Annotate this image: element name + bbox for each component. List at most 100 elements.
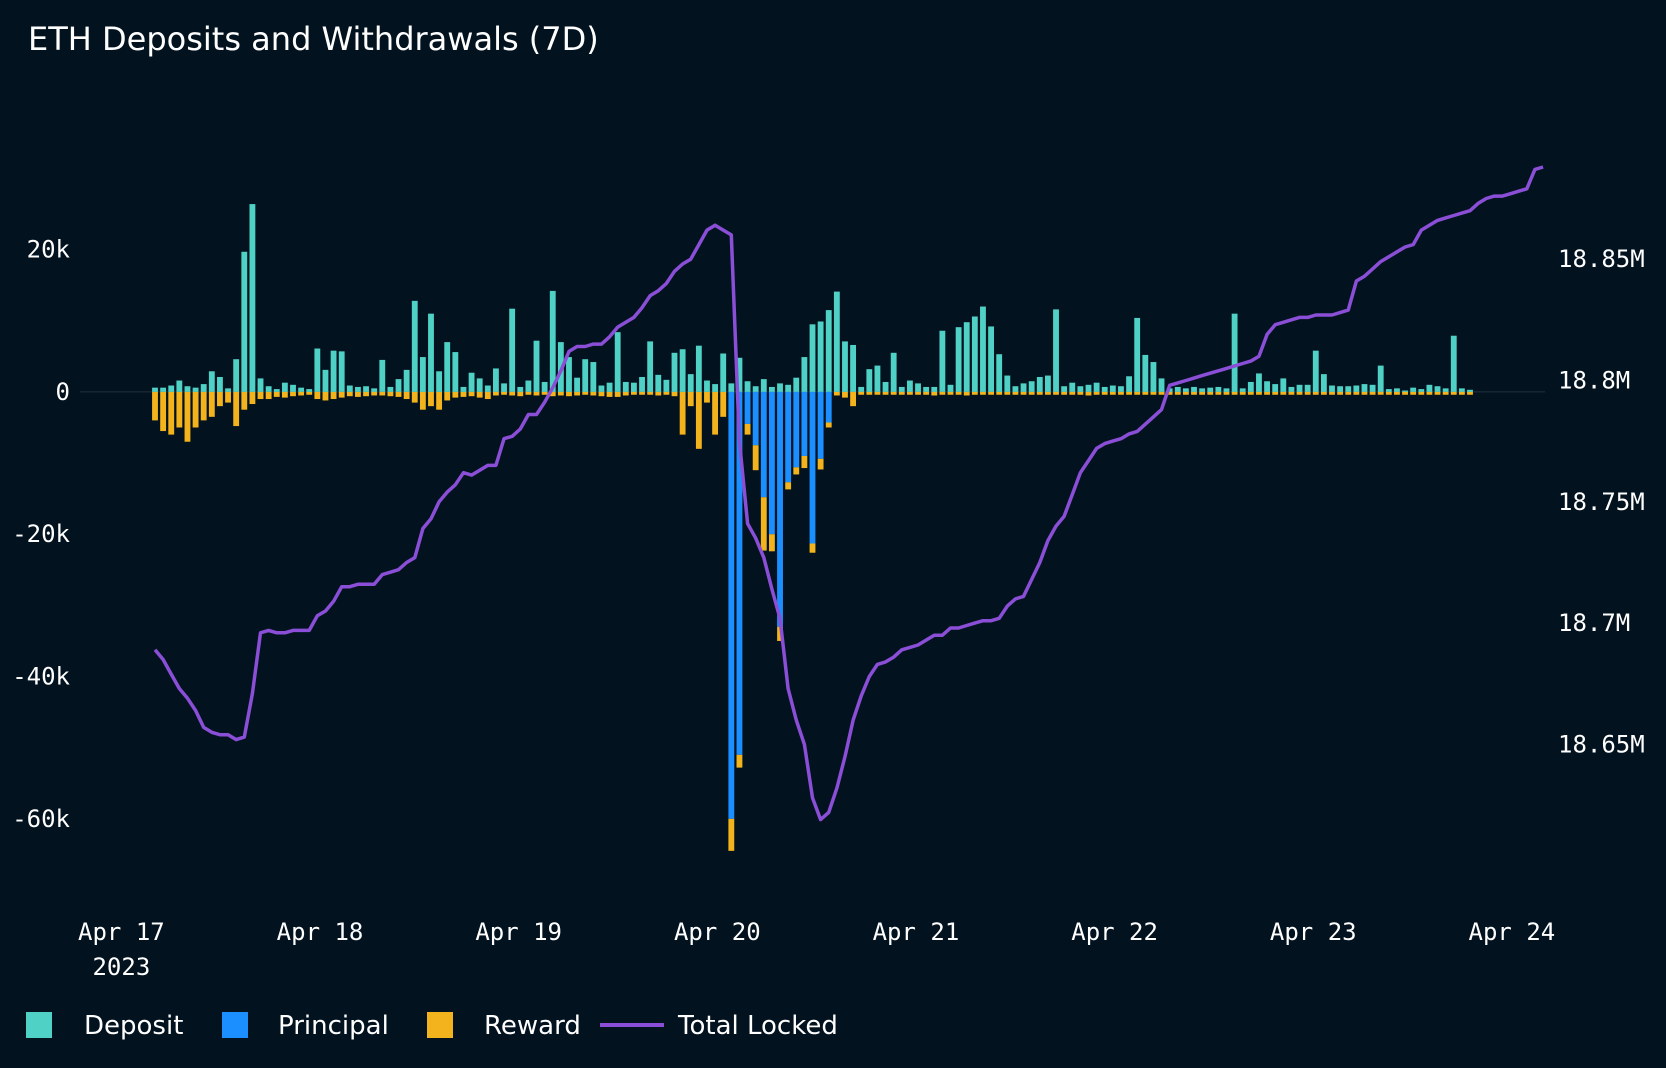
deposit-bar [1020, 383, 1027, 392]
deposit-bar [257, 378, 264, 392]
deposit-bar [833, 291, 840, 392]
reward-bar [931, 391, 938, 396]
x-tick-label: Apr 17 [78, 918, 165, 946]
deposit-bar [1036, 376, 1043, 392]
deposit-bar [842, 341, 848, 392]
deposit-bar [923, 386, 930, 392]
legend-label[interactable]: Principal [278, 1011, 389, 1041]
reward-bar [890, 391, 897, 395]
reward-bar [1442, 391, 1449, 395]
reward-bar [704, 391, 710, 403]
deposit-bar [249, 204, 256, 392]
deposit-bar [785, 384, 792, 392]
reward-bar [1053, 391, 1059, 395]
deposit-bar [452, 352, 459, 392]
principal-bar [752, 391, 759, 446]
reward-bar [695, 391, 702, 449]
deposit-bar [566, 357, 572, 392]
deposit-bar [663, 379, 670, 392]
reward-bar [874, 391, 881, 395]
y-left-tick-label: 0 [56, 378, 70, 406]
legend-label[interactable]: Deposit [84, 1011, 183, 1041]
reward-bar [1418, 391, 1425, 395]
reward-bar [452, 391, 459, 398]
reward-bar [525, 391, 532, 395]
reward-bar [1142, 391, 1149, 395]
y-right-tick-label: 18.8M [1558, 366, 1630, 394]
reward-bar [866, 391, 873, 395]
deposit-bar [1272, 384, 1279, 392]
reward-bar [501, 391, 507, 395]
deposit-bar [695, 345, 702, 392]
deposit-bar [1215, 386, 1222, 392]
deposit-bar [890, 352, 897, 392]
principal-bar [728, 391, 735, 819]
deposit-bar [1207, 387, 1214, 392]
reward-bar [290, 391, 296, 397]
deposit-bar [1223, 388, 1230, 392]
legend-label[interactable]: Total Locked [677, 1011, 838, 1041]
principal-bar [785, 391, 792, 483]
reward-bar [533, 391, 540, 396]
deposit-bar [882, 381, 889, 392]
deposit-bar [801, 357, 808, 392]
reward-bar [1028, 391, 1035, 395]
legend-swatch[interactable] [427, 1012, 453, 1038]
deposit-bar [1361, 384, 1368, 392]
legend-swatch[interactable] [26, 1012, 52, 1038]
y-left-tick-label: -40k [12, 663, 70, 691]
reward-bar [655, 391, 662, 396]
reward-bar [1126, 391, 1132, 395]
reward-bar [322, 391, 329, 401]
reward-bar [1280, 391, 1287, 395]
reward-bar [1061, 391, 1068, 395]
reward-bar [395, 391, 402, 397]
chart-title: ETH Deposits and Withdrawals (7D) [28, 20, 599, 58]
deposit-bar [1239, 388, 1246, 392]
reward-bar [1150, 391, 1157, 395]
deposit-bar [184, 386, 191, 392]
deposit-bar [906, 380, 913, 392]
deposit-bar [963, 322, 970, 392]
deposit-bar [1458, 388, 1465, 392]
deposit-bar [614, 332, 621, 392]
x-tick-label: Apr 18 [277, 918, 364, 946]
reward-bar [817, 458, 824, 470]
deposit-bar [858, 386, 865, 392]
reward-bar [712, 391, 719, 435]
deposit-bar [1142, 354, 1149, 392]
x-tick-label: Apr 23 [1270, 918, 1357, 946]
reward-bar [988, 391, 995, 395]
deposit-bar [1394, 388, 1400, 392]
deposit-bar [419, 357, 426, 392]
y-right-tick-label: 18.75M [1558, 488, 1645, 516]
reward-bar [785, 482, 792, 490]
deposit-bar [679, 349, 686, 392]
deposit-bar [630, 382, 637, 392]
reward-bar [598, 391, 605, 397]
deposit-bar [1377, 365, 1384, 392]
deposit-bar [330, 350, 337, 392]
reward-bar [793, 467, 800, 475]
deposit-bar [1304, 384, 1311, 392]
deposit-bar [290, 384, 296, 392]
deposit-bar [403, 369, 410, 392]
reward-bar [1434, 391, 1441, 395]
deposit-bar [363, 386, 369, 392]
deposit-bar [980, 306, 986, 392]
reward-bar [850, 391, 857, 407]
reward-bar [411, 391, 418, 403]
deposit-bar [501, 383, 507, 392]
reward-bar [1223, 391, 1230, 395]
reward-bar [582, 391, 589, 395]
legend-swatch[interactable] [222, 1012, 248, 1038]
deposit-bar [176, 380, 183, 392]
reward-bar [184, 391, 191, 442]
legend-label[interactable]: Reward [484, 1011, 581, 1041]
deposit-bar [1442, 388, 1449, 392]
reward-bar [152, 391, 158, 421]
deposit-bar [825, 310, 832, 392]
reward-bar [1426, 391, 1433, 395]
deposit-bar [468, 372, 475, 392]
reward-bar [338, 391, 345, 398]
